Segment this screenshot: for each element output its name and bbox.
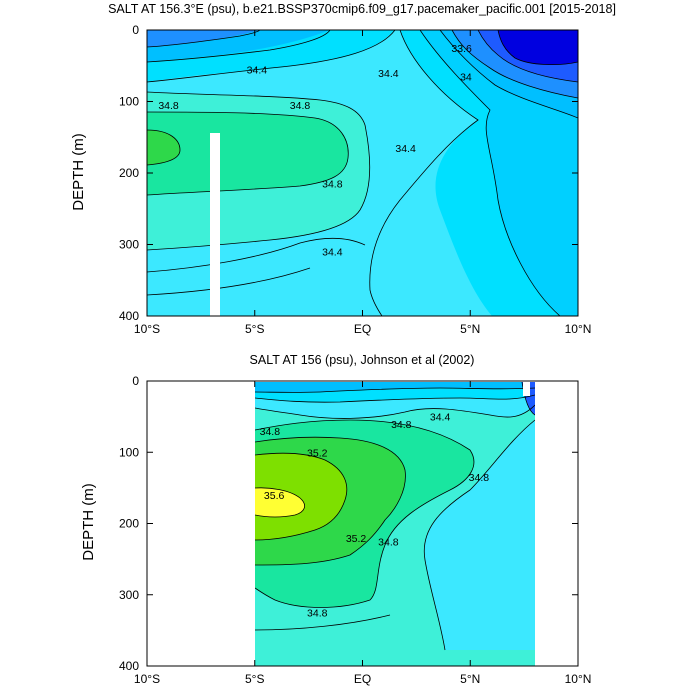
- contour-line: [147, 111, 349, 196]
- y-tick-label: 200: [119, 517, 139, 531]
- contour-label: 34.8: [158, 100, 179, 112]
- contour-line: [521, 382, 535, 416]
- y-tick-label: 0: [132, 23, 139, 37]
- model-salinity-section: SALT AT 156.3°E (psu), b.e21.BSSP370cmip…: [70, 2, 616, 336]
- contour-line: [419, 30, 561, 316]
- contour-line: [147, 30, 331, 63]
- contour-label: 34.4: [247, 64, 268, 76]
- salinity-region: [498, 30, 578, 65]
- x-tick-label: 10°S: [134, 322, 160, 336]
- contour-line: [423, 419, 535, 651]
- x-tick-label: 10°N: [565, 672, 592, 686]
- contour-line: [255, 419, 475, 608]
- contour-line: [147, 237, 366, 273]
- chart-title: SALT AT 156 (psu), Johnson et al (2002): [250, 353, 475, 367]
- observed-salinity-section: SALT AT 156 (psu), Johnson et al (2002) …: [80, 353, 591, 686]
- contour-line: [439, 30, 578, 119]
- salinity-region: [147, 112, 349, 195]
- y-tick-label: 300: [119, 238, 139, 252]
- x-tick-label: 5°S: [245, 672, 264, 686]
- y-tick-label: 400: [119, 659, 139, 673]
- contour-label: 35.2: [346, 533, 367, 545]
- salinity-region: [255, 487, 305, 517]
- contour-fill: [147, 30, 578, 316]
- x-tick-label: 5°N: [460, 322, 480, 336]
- y-axis-label: DEPTH (m): [70, 133, 87, 211]
- salinity-region: [147, 130, 180, 165]
- contour-line: [147, 267, 311, 296]
- contour-label: 34.4: [378, 68, 399, 80]
- x-tick-label: EQ: [354, 672, 371, 686]
- contour-line: [255, 452, 348, 541]
- missing-data-gap: [210, 133, 220, 316]
- y-axis-label: DEPTH (m): [80, 483, 97, 561]
- contour-label: 34.4: [322, 247, 343, 259]
- y-tick-label: 400: [119, 309, 139, 323]
- contour-line: [477, 30, 578, 83]
- contour-line: [451, 30, 578, 99]
- salinity-region: [424, 420, 535, 650]
- contour-label: 34: [460, 71, 472, 83]
- contour-label: 34.4: [395, 143, 416, 155]
- x-tick-label: 5°S: [245, 322, 264, 336]
- y-tick-label: 300: [119, 588, 139, 602]
- y-tick-label: 200: [119, 166, 139, 180]
- contour-line: [147, 30, 396, 83]
- x-tick-label: 10°S: [134, 672, 160, 686]
- axes: 10°S 5°S EQ 5°N 10°N 0 100 200 300 400: [119, 23, 591, 336]
- y-tick-label: 100: [119, 445, 139, 459]
- contour-label: 35.2: [307, 447, 328, 459]
- contour-line: [255, 436, 406, 566]
- x-tick-label: EQ: [354, 322, 371, 336]
- contour-line: [255, 487, 305, 518]
- axes: 10°S 5°S EQ 5°N 10°N 0 100 200 300 400: [119, 374, 591, 686]
- contour-label: 34.8: [260, 426, 281, 438]
- x-tick-label: 10°N: [565, 322, 592, 336]
- contour-line: [497, 30, 578, 66]
- contour-fill: [255, 382, 535, 666]
- contour-label: 34.8: [378, 536, 399, 548]
- contour-line: [255, 614, 391, 631]
- contour-line: [255, 404, 535, 419]
- contour-line: [147, 30, 261, 48]
- contour-labels: 34.4 34.4 33.6 34 34.8 34.8 34.4 34.8 34.4: [158, 43, 472, 259]
- contour-line: [255, 387, 535, 393]
- chart-title: SALT AT 156.3°E (psu), b.e21.BSSP370cmip…: [108, 2, 616, 16]
- contour-label: 35.6: [264, 490, 285, 502]
- x-tick-label: 5°N: [460, 672, 480, 686]
- missing-data-gap: [523, 382, 530, 396]
- contour-label: 34.8: [391, 419, 412, 431]
- salinity-region: [147, 30, 260, 47]
- contour-label: 34.8: [322, 179, 343, 191]
- salinity-region: [255, 382, 535, 393]
- contour-lines: [255, 382, 535, 651]
- contour-label: 34.8: [469, 472, 490, 484]
- contour-label: 33.6: [451, 43, 472, 55]
- salinity-region: [255, 453, 347, 540]
- contour-line: [147, 129, 181, 166]
- contour-line: [147, 91, 371, 251]
- contour-labels: 34.8 34.8 34.4 35.2 34.8 35.6 35.2 34.8 34.8: [260, 412, 490, 620]
- contour-label: 34.8: [307, 608, 328, 620]
- contour-line: [369, 30, 479, 316]
- y-tick-label: 100: [119, 95, 139, 109]
- contour-lines: [147, 30, 578, 316]
- contour-line: [255, 394, 535, 403]
- contour-label: 34.8: [290, 100, 311, 112]
- y-tick-label: 0: [132, 374, 139, 388]
- contour-label: 34.4: [430, 412, 451, 424]
